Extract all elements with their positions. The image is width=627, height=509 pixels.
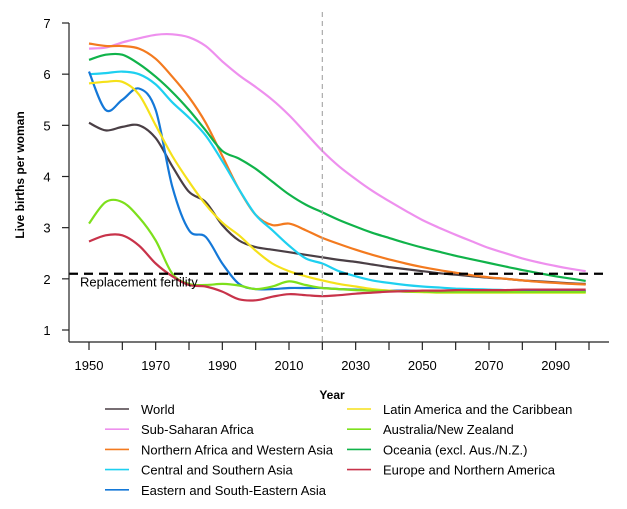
series-line-sub-saharan-africa <box>88 32 586 273</box>
y-tick-label: 3 <box>43 221 50 236</box>
y-tick-label: 7 <box>43 16 50 31</box>
x-tick-label: 2010 <box>275 358 304 373</box>
series-line-europe-and-northern-america <box>88 233 586 302</box>
legend-item-latin-america-and-the-caribbean: Latin America and the Caribbean <box>347 402 572 417</box>
x-tick-label: 2090 <box>541 358 570 373</box>
x-tick-label: 2030 <box>341 358 370 373</box>
y-tick-label: 2 <box>43 272 50 287</box>
series-line-latin-america-and-the-caribbean <box>88 79 586 294</box>
legend-item-australia-new-zealand: Australia/New Zealand <box>347 422 514 437</box>
replacement-fertility-label: Replacement fertility <box>80 275 198 290</box>
legend-label: Oceania (excl. Aus./N.Z.) <box>383 442 528 457</box>
legend-item-oceania-excl-aus-n-z: Oceania (excl. Aus./N.Z.) <box>347 442 528 457</box>
y-tick-label: 1 <box>43 323 50 338</box>
series-lines <box>87 32 586 302</box>
x-tick-label: 2070 <box>475 358 504 373</box>
legend-item-central-and-southern-asia: Central and Southern Asia <box>105 463 294 478</box>
legend-label: World <box>141 402 175 417</box>
x-tick-label: 2050 <box>408 358 437 373</box>
series-line-oceania-excl-aus-n-z <box>88 52 586 282</box>
legend-item-sub-saharan-africa: Sub-Saharan Africa <box>105 422 255 437</box>
legend-item-europe-and-northern-america: Europe and Northern America <box>347 463 556 478</box>
series-line-australia-new-zealand <box>88 198 586 294</box>
x-tick-label: 1990 <box>208 358 237 373</box>
x-axis-title: Year <box>319 388 345 402</box>
legend-label: Central and Southern Asia <box>141 463 294 478</box>
legend-label: Eastern and South-Eastern Asia <box>141 483 327 498</box>
axes: 1 2 3 4 5 6 7 1950 1970 1990 2010 2030 2050 2070 2090 <box>43 16 609 373</box>
legend-label: Latin America and the Caribbean <box>383 402 572 417</box>
legend-label: Sub-Saharan Africa <box>141 422 255 437</box>
series-line-northern-africa-and-western-asia <box>88 42 586 286</box>
legend-item-eastern-and-south-eastern-asia: Eastern and South-Eastern Asia <box>105 483 327 498</box>
x-tick-label: 1950 <box>75 358 104 373</box>
legend-label: Europe and Northern America <box>383 463 556 478</box>
y-tick-label: 6 <box>43 67 50 82</box>
legend-item-northern-africa-and-western-asia: Northern Africa and Western Asia <box>105 442 334 457</box>
legend-item-world: World <box>105 402 175 417</box>
legend: World Sub-Saharan Africa Northern Africa a… <box>105 402 572 498</box>
y-tick-label: 4 <box>43 170 50 185</box>
legend-label: Northern Africa and Western Asia <box>141 442 334 457</box>
x-tick-label: 1970 <box>141 358 170 373</box>
y-tick-label: 5 <box>43 118 50 133</box>
y-axis-title: Live births per woman <box>13 111 27 238</box>
legend-label: Australia/New Zealand <box>383 422 514 437</box>
